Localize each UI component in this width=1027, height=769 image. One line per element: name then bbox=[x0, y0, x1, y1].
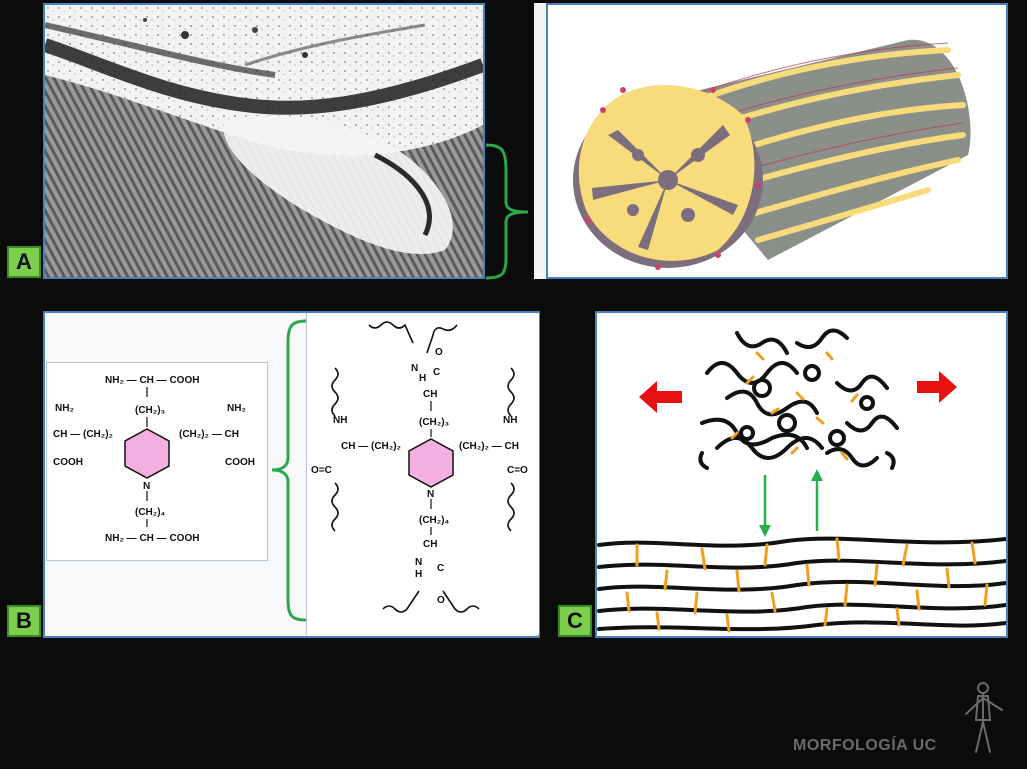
arrow-right-red bbox=[917, 371, 957, 403]
pyridinium-ring-right bbox=[408, 438, 454, 488]
pyridinoline-peptide-structure: O N H C CH (CH₂)₃ NH CH — (CH₂)₂ O=C NH … bbox=[311, 321, 528, 613]
chem-right-bottom-n: N bbox=[415, 557, 422, 568]
label-b: B bbox=[7, 605, 41, 637]
fibril-panel bbox=[546, 3, 1008, 279]
chem-structure-right-box: O N H C CH (CH₂)₃ NH CH — (CH₂)₂ O=C NH … bbox=[306, 313, 539, 635]
pyridinium-ring bbox=[124, 428, 170, 479]
crosslinked-network-illustration bbox=[597, 328, 1006, 633]
chem-right-top-h: H bbox=[419, 373, 426, 384]
chem-right-top-c: C bbox=[433, 367, 440, 378]
chem-left-right-nh: NH₂ bbox=[227, 403, 246, 414]
morfologia-uc-logo: MORFOLOGÍA UC bbox=[793, 737, 937, 754]
chem-right-left-ch: CH — (CH₂)₂ bbox=[341, 441, 401, 452]
chem-left-left-nh: NH₂ bbox=[55, 403, 74, 414]
green-arrows bbox=[759, 469, 823, 537]
chem-left-right-ch: (CH₂)₂ — CH bbox=[179, 429, 239, 440]
chem-right-right-ch: (CH₂)₂ — CH bbox=[459, 441, 519, 452]
micrograph-image bbox=[45, 5, 483, 277]
chem-structure-left-box: NH₂ — CH — COOH (CH₂)₃ NH₂ CH — (CH₂)₂ C… bbox=[46, 362, 268, 561]
chem-left-top-chain: (CH₂)₃ bbox=[135, 405, 166, 416]
label-a: A bbox=[7, 246, 41, 278]
chem-right-bottom-h: H bbox=[415, 569, 422, 580]
chem-left-top: NH₂ — CH — COOH bbox=[105, 375, 199, 386]
chem-right-bottom-c: C bbox=[437, 563, 444, 574]
label-c: C bbox=[558, 605, 592, 637]
chem-right-bottom-ch: CH bbox=[423, 539, 437, 550]
human-figure-icon bbox=[965, 682, 1003, 753]
pyridinoline-structure: NH₂ — CH — COOH (CH₂)₃ NH₂ CH — (CH₂)₂ C… bbox=[53, 375, 255, 544]
chem-left-left-ch: CH — (CH₂)₂ bbox=[53, 429, 113, 440]
collagen-fibril-illustration bbox=[573, 39, 971, 270]
molecule-network-panel bbox=[595, 311, 1008, 638]
chem-right-top-o: O bbox=[435, 347, 443, 358]
chem-right-n: N bbox=[427, 489, 434, 500]
aligned-fibers bbox=[597, 536, 1006, 632]
chem-right-top-ch: CH bbox=[423, 389, 437, 400]
chem-left-left-cooh: COOH bbox=[53, 457, 83, 468]
tangled-coils bbox=[698, 328, 899, 470]
arrow-left-red bbox=[639, 381, 682, 413]
chem-right-left-nh: NH bbox=[333, 415, 347, 426]
bracket-a bbox=[485, 143, 529, 280]
coil-crosslinks bbox=[730, 351, 859, 461]
chem-right-bottom-chain: (CH₂)₄ bbox=[419, 515, 450, 526]
chem-right-top-n: N bbox=[411, 363, 418, 374]
micrograph-panel bbox=[43, 3, 485, 279]
chem-right-right-co: C=O bbox=[507, 465, 528, 476]
chem-right-right-nh: NH bbox=[503, 415, 517, 426]
chem-right-bottom-o: O bbox=[437, 595, 445, 606]
chem-left-bottom-chain: (CH₂)₄ bbox=[135, 507, 166, 518]
panel-a-gap bbox=[534, 3, 546, 279]
chem-left-right-cooh: COOH bbox=[225, 457, 255, 468]
chem-right-left-co: O=C bbox=[311, 465, 332, 476]
bracket-b bbox=[271, 319, 307, 622]
fiber-crosslinks bbox=[625, 537, 989, 633]
chem-right-top-chain: (CH₂)₃ bbox=[419, 417, 450, 428]
chem-left-n: N bbox=[143, 481, 150, 492]
chem-left-bottom: NH₂ — CH — COOH bbox=[105, 533, 199, 544]
